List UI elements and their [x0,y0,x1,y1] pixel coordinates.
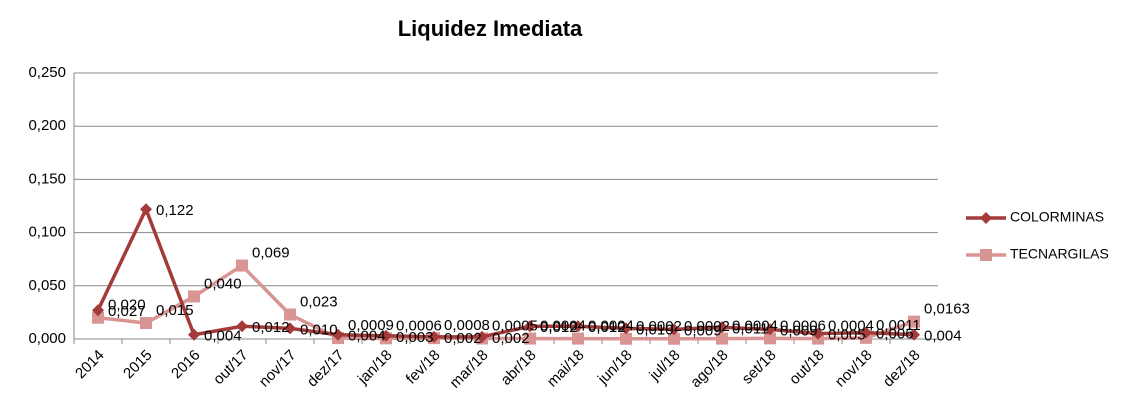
y-tick-label: 0,200 [28,117,66,134]
line-marker [380,329,392,342]
x-tick-label: abr/18 [498,347,540,389]
line-marker [524,320,536,333]
data-label: 0,002 [492,330,530,347]
line-marker [980,212,992,224]
x-tick-label: 2014 [72,347,108,383]
line-marker [524,332,536,345]
data-label: 0,122 [156,202,194,219]
data-label: 0,002 [444,330,482,347]
x-tick-label: 2015 [120,347,156,383]
data-label: 0,020 [108,297,146,314]
line-marker [620,332,632,345]
line-marker [572,332,584,345]
x-tick-label: 2016 [168,347,204,383]
legend-label: COLORMINAS [1010,209,1104,225]
y-tick-label: 0,000 [28,330,66,347]
chart-title: Liquidez Imediata [398,16,583,41]
data-label: 0,0006 [780,317,826,334]
data-label: 0,010 [636,321,674,338]
line-marker [284,308,296,321]
data-label: 0,0011 [876,317,921,334]
x-tick-label: jan/18 [354,347,396,389]
data-label: 0,004 [924,328,962,345]
data-label: 0,005 [828,327,866,344]
x-tick-label: out/17 [210,347,252,389]
line-marker [188,290,200,303]
x-tick-label: fev/18 [403,347,444,388]
data-label: 0,011 [732,320,768,337]
series-line [97,263,915,341]
data-label: 0,015 [156,302,194,319]
line-marker [284,322,296,335]
line-marker [980,249,992,261]
data-label: 0,012 [540,319,578,336]
line-marker [812,327,824,340]
data-label: 0,004 [204,328,242,345]
x-tick-label: jul/18 [646,347,684,385]
data-label: 0,012 [252,319,290,336]
y-tick-label: 0,150 [28,170,66,187]
line-marker [860,326,872,339]
data-label: 0,023 [300,293,338,310]
data-label: 0,0004 [540,318,586,335]
line-marker [716,321,728,334]
data-label: 0,0004 [732,318,778,335]
x-tick-label: nov/17 [256,347,300,391]
data-label: 0,069 [252,245,290,262]
y-tick-label: 0,250 [28,64,66,81]
line-marker [140,203,152,216]
legend-label: TECNARGILAS [1010,246,1109,262]
data-label: 0,010 [300,321,338,338]
data-label: 0,0002 [684,318,730,335]
data-label: 0,009 [684,322,722,339]
x-tick-label: mar/18 [447,347,492,392]
data-label: 0,0005 [492,317,538,334]
line-marker [236,320,248,333]
data-label: 0,0006 [396,317,442,334]
x-tick-label: dez/17 [304,347,348,391]
data-label: 0,003 [396,329,434,346]
x-tick-label: dez/18 [880,347,924,391]
data-label: 0,0002 [636,318,682,335]
x-tick-label: out/18 [786,347,828,389]
line-marker [716,332,728,345]
line-marker [764,332,776,345]
line-marker [92,304,104,317]
y-tick-label: 0,100 [28,224,66,241]
line-marker [140,317,152,330]
data-label: 0,0004 [828,318,874,335]
line-marker [908,328,920,341]
data-label: 0,0004 [588,318,634,335]
line-marker [908,315,920,328]
line-marker [476,330,488,343]
line-marker [236,259,248,272]
line-marker [668,332,680,345]
line-marker [764,323,776,336]
data-label: 0,004 [348,328,386,345]
line-marker [188,328,200,341]
line-marker [92,311,104,324]
data-label: 0,009 [780,322,818,339]
x-tick-label: nov/18 [832,347,876,391]
line-marker [572,320,584,333]
data-label: 0,040 [204,275,242,292]
data-label: 0,0008 [444,317,490,334]
line-marker [428,330,440,343]
x-tick-label: jun/18 [594,347,636,389]
line-marker [332,328,344,341]
data-label: 0,0163 [924,301,970,318]
data-label: 0,0009 [348,317,394,334]
data-label: 0,027 [108,303,146,320]
x-tick-label: set/18 [739,347,780,388]
data-label: 0,012 [588,319,626,336]
y-tick-label: 0,050 [28,277,66,294]
x-tick-label: ago/18 [687,347,731,391]
x-tick-label: mai/18 [544,347,588,391]
data-label: 0,006 [876,326,914,343]
line-marker [668,323,680,336]
line-marker [620,322,632,335]
series-line [96,204,915,339]
